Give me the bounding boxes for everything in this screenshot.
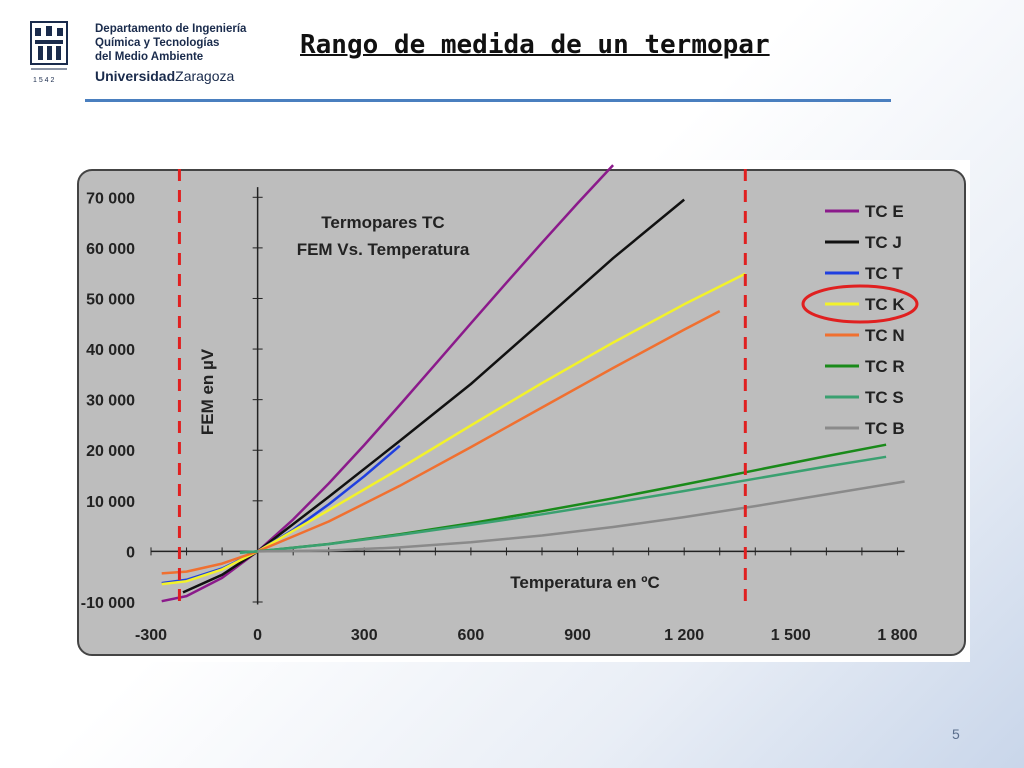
chart-container: Termopares TC FEM Vs. Temperatura FEM en… bbox=[73, 148, 970, 662]
y-tick-label: -10 000 bbox=[81, 595, 135, 612]
chart-title-line-1: Termopares TC bbox=[321, 213, 444, 232]
tick-labels: -300 0 300 600 900 1 200 1 500 1 800 -10 000 0 10 … bbox=[81, 190, 918, 644]
x-tick-label: 1 500 bbox=[771, 627, 811, 644]
y-tick-label: 50 000 bbox=[86, 291, 135, 308]
university-name: UniversidadZaragoza bbox=[95, 68, 234, 84]
x-axis-label: Temperatura en ºC bbox=[510, 573, 660, 592]
emf-vs-temperature-chart: Termopares TC FEM Vs. Temperatura FEM en… bbox=[77, 148, 966, 656]
y-tick-label: 30 000 bbox=[86, 393, 135, 410]
legend-label: TC E bbox=[865, 202, 904, 221]
chart-legend: TC E TC J TC T TC K TC N TC R TC S TC B bbox=[825, 202, 905, 438]
page-number: 5 bbox=[952, 726, 960, 742]
tc-k-highlight-circle bbox=[801, 284, 919, 324]
y-tick-label: 10 000 bbox=[86, 494, 135, 511]
university-name-rest: Zaragoza bbox=[175, 68, 235, 84]
x-tick-label: -300 bbox=[135, 627, 167, 644]
dept-line-3: del Medio Ambiente bbox=[95, 51, 204, 63]
x-tick-label: 300 bbox=[351, 627, 378, 644]
series-line-tc-j bbox=[182, 198, 685, 594]
department-name: Departamento de Ingeniería Química y Tec… bbox=[95, 22, 246, 64]
y-tick-label: 0 bbox=[126, 544, 135, 561]
dept-line-1: Departamento de Ingeniería bbox=[95, 23, 247, 35]
y-tick-label: 20 000 bbox=[86, 443, 135, 460]
x-tick-label: 1 200 bbox=[664, 627, 704, 644]
y-tick-label: 60 000 bbox=[86, 241, 135, 258]
university-crest-icon: 1 5 4 2 bbox=[30, 21, 68, 84]
legend-label: TC R bbox=[865, 357, 905, 376]
university-name-bold: Universidad bbox=[95, 68, 176, 84]
series-line-tc-s bbox=[239, 455, 887, 554]
crest-year: 1 5 4 2 bbox=[33, 77, 55, 84]
series-line-tc-b bbox=[257, 480, 905, 553]
legend-label: TC S bbox=[865, 388, 904, 407]
x-tick-label: 0 bbox=[253, 627, 262, 644]
series-line-tc-e bbox=[161, 164, 615, 603]
legend-label: TC B bbox=[865, 419, 905, 438]
title-divider bbox=[85, 99, 891, 102]
y-tick-label: 70 000 bbox=[86, 190, 135, 207]
x-tick-label: 600 bbox=[458, 627, 485, 644]
series-line-tc-n bbox=[161, 309, 721, 575]
range-markers bbox=[177, 148, 747, 610]
legend-label: TC J bbox=[865, 233, 902, 252]
legend-label: TC N bbox=[865, 326, 905, 345]
university-logo: 1 5 4 2 Departamento de Ingeniería Quími… bbox=[27, 18, 271, 86]
chart-title-line-2: FEM Vs. Temperatura bbox=[297, 240, 470, 259]
series-line-tc-k bbox=[161, 272, 746, 586]
y-tick-label: 40 000 bbox=[86, 342, 135, 359]
slide-title: Rango de medida de un termopar bbox=[300, 30, 770, 60]
x-tick-label: 1 800 bbox=[877, 627, 917, 644]
x-tick-label: 900 bbox=[564, 627, 591, 644]
series-layer bbox=[161, 164, 905, 603]
y-axis-label: FEM en µV bbox=[198, 348, 217, 435]
plot-area bbox=[263, 188, 941, 610]
legend-label: TC K bbox=[865, 295, 905, 314]
legend-label: TC T bbox=[865, 264, 903, 283]
dept-line-2: Química y Tecnologías bbox=[95, 37, 220, 49]
